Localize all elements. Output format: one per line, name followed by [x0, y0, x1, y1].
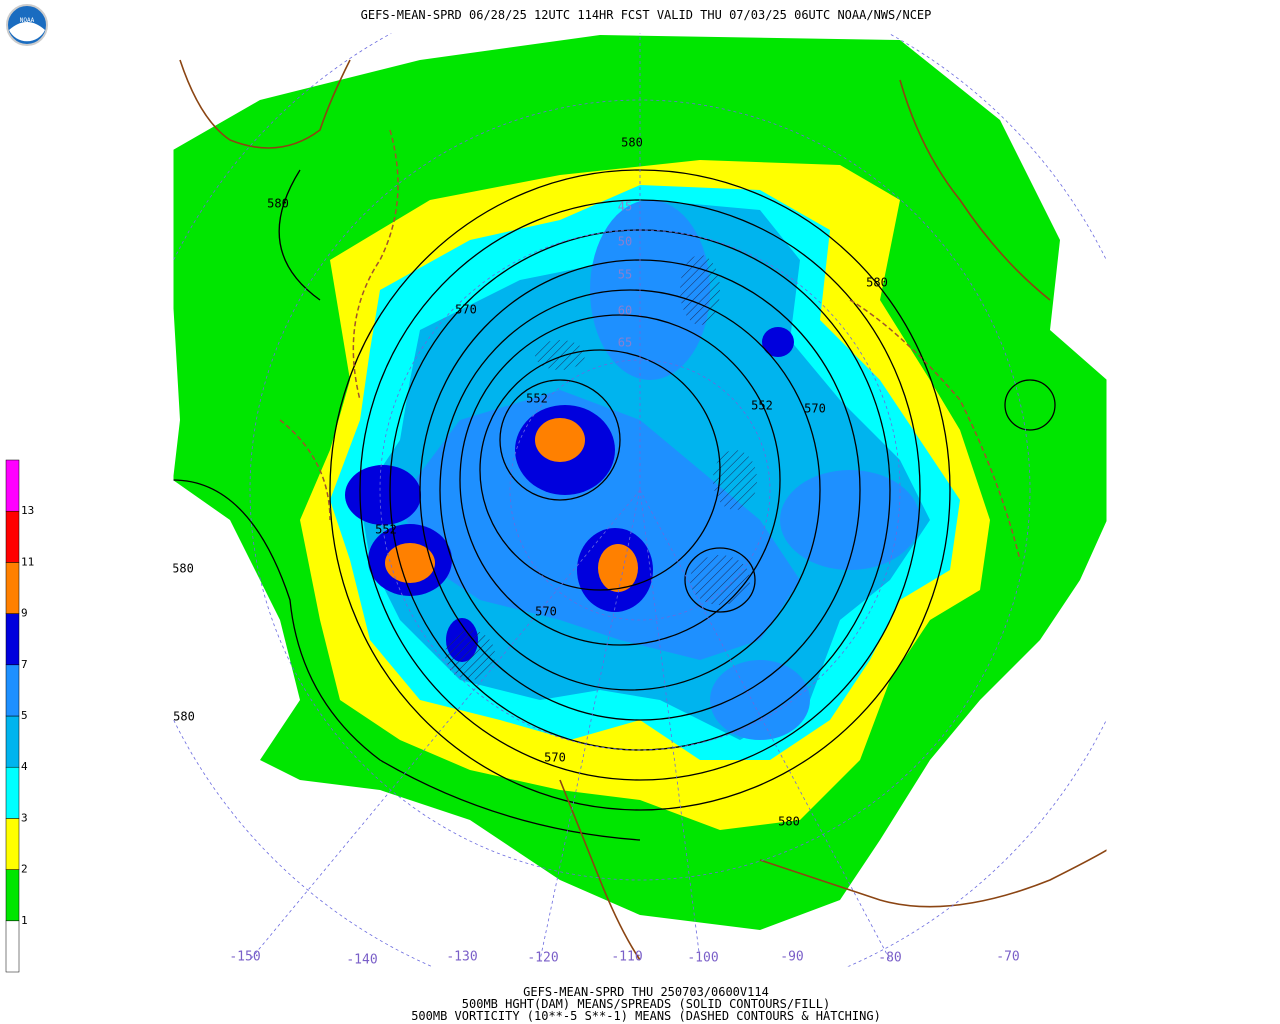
footer-line: GEFS-MEAN-SPRD THU 250703/0600V114 [523, 985, 769, 999]
coastlines [179, 59, 1107, 961]
contour-label: 580 [778, 815, 800, 829]
colorbar: 1 2 3 4 5 7 9 11 13 [5, 459, 34, 973]
colorbar-label: 4 [21, 760, 28, 773]
latitude-label: 45 [618, 200, 632, 214]
longitude-label: -120 [527, 951, 558, 966]
longitude-label: -70 [996, 950, 1019, 965]
longitude-label: -100 [687, 951, 718, 966]
contour-label: 580 [267, 197, 289, 211]
colorbar-label: 2 [21, 863, 28, 876]
colorbar-segment [5, 869, 20, 922]
footer-line: 500MB VORTICITY (10**-5 S**-1) MEANS (DA… [411, 1009, 881, 1023]
colorbar-segment [5, 920, 20, 973]
longitude-labels: -150 -140 -130 -120 -110 -100 -90 -80 -70 [229, 950, 1019, 968]
map-area: 580 580 580 580 580 580 570 570 570 570 552 552 552 4… [172, 33, 1107, 967]
latitude-label: 65 [618, 336, 632, 350]
colorbar-segment [5, 613, 20, 666]
contour-label: 570 [804, 402, 826, 416]
latitude-label: 55 [618, 268, 632, 282]
footer-line: 500MB HGHT(DAM) MEANS/SPREADS (SOLID CON… [462, 997, 830, 1011]
colorbar-segment [5, 766, 20, 819]
colorbar-label: 13 [21, 504, 34, 517]
colorbar-segment [5, 510, 20, 563]
colorbar-label: 3 [21, 811, 28, 824]
colorbar-label: 11 [21, 555, 34, 568]
noaa-logo: NOAA [6, 4, 48, 46]
contour-label: 570 [544, 751, 566, 765]
contour-label: 570 [535, 605, 557, 619]
colorbar-segment [5, 664, 20, 717]
contour-label: 552 [526, 392, 548, 406]
contour-label: 570 [455, 303, 477, 317]
map-labels: 580 580 580 580 580 580 570 570 570 570 552 552 552 4… [172, 136, 888, 829]
contour-label: 580 [173, 710, 195, 724]
header-title: GEFS-MEAN-SPRD 06/28/25 12UTC 114HR FCST… [361, 8, 932, 22]
longitude-label: -110 [611, 950, 642, 965]
colorbar-label: 1 [21, 914, 28, 927]
latitude-label: 60 [618, 304, 632, 318]
contour-label: 552 [751, 399, 773, 413]
longitude-label: -140 [346, 953, 377, 968]
longitude-label: -150 [229, 950, 260, 965]
longitude-label: -80 [878, 951, 901, 966]
hatching [690, 555, 750, 605]
longitude-label: -130 [446, 950, 477, 965]
colorbar-segment [5, 715, 20, 768]
svg-text:NOAA: NOAA [20, 17, 35, 24]
fill-dark-blue [345, 465, 421, 525]
colorbar-label: 5 [21, 709, 28, 722]
map-frame [172, 32, 1108, 968]
contour-label: 580 [866, 276, 888, 290]
colorbar-segment [5, 459, 20, 512]
longitude-label: -90 [780, 950, 803, 965]
latitude-label: 50 [618, 235, 632, 249]
colorbar-label: 7 [21, 658, 28, 671]
contour-label: 580 [172, 562, 194, 576]
vorticity-contours [279, 129, 1021, 561]
graticule [173, 33, 1107, 967]
colorbar-segment [5, 562, 20, 614]
colorbar-segment [5, 818, 20, 870]
contour-label: 552 [375, 523, 397, 537]
contour-label: 580 [621, 136, 643, 150]
colorbar-label: 9 [21, 607, 28, 620]
